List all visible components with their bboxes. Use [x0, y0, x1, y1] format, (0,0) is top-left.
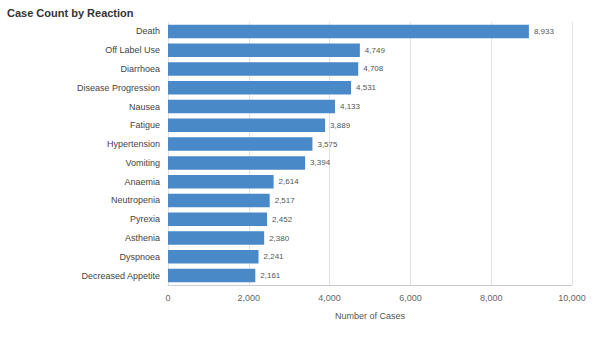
svg-text:4,133: 4,133	[340, 102, 361, 111]
svg-text:Death: Death	[136, 26, 160, 36]
svg-text:Number of Cases: Number of Cases	[335, 311, 406, 321]
svg-text:3,889: 3,889	[330, 121, 351, 130]
svg-text:6,000: 6,000	[399, 293, 422, 303]
svg-text:4,000: 4,000	[318, 293, 341, 303]
svg-text:2,241: 2,241	[264, 252, 285, 261]
svg-text:Case Count by Reaction: Case Count by Reaction	[7, 7, 134, 19]
svg-text:0: 0	[165, 293, 170, 303]
svg-text:2,452: 2,452	[272, 215, 293, 224]
svg-text:Diarrhoea: Diarrhoea	[120, 64, 160, 74]
svg-text:Decreased Appetite: Decreased Appetite	[81, 271, 160, 281]
svg-text:Nausea: Nausea	[129, 102, 160, 112]
svg-text:2,000: 2,000	[238, 293, 261, 303]
svg-text:8,000: 8,000	[480, 293, 503, 303]
svg-text:Pyrexia: Pyrexia	[130, 214, 160, 224]
svg-text:Anaemia: Anaemia	[124, 177, 160, 187]
svg-text:Dyspnoea: Dyspnoea	[119, 252, 160, 262]
svg-text:Vomiting: Vomiting	[125, 158, 160, 168]
svg-text:Fatigue: Fatigue	[130, 120, 160, 130]
svg-text:4,531: 4,531	[356, 83, 377, 92]
svg-text:2,517: 2,517	[275, 196, 296, 205]
svg-text:Neutropenia: Neutropenia	[111, 195, 160, 205]
svg-text:Disease Progression: Disease Progression	[77, 83, 160, 93]
svg-text:2,161: 2,161	[260, 271, 281, 280]
svg-text:4,708: 4,708	[363, 64, 384, 73]
svg-text:Off Label Use: Off Label Use	[105, 45, 160, 55]
svg-text:Asthenia: Asthenia	[125, 233, 160, 243]
svg-text:4,749: 4,749	[365, 46, 386, 55]
svg-text:10,000: 10,000	[558, 293, 586, 303]
svg-text:8,933: 8,933	[534, 27, 555, 36]
svg-text:3,575: 3,575	[317, 140, 338, 149]
svg-text:3,394: 3,394	[310, 158, 331, 167]
svg-text:2,614: 2,614	[279, 177, 300, 186]
svg-text:Hypertension: Hypertension	[107, 139, 160, 149]
svg-text:2,380: 2,380	[269, 234, 290, 243]
